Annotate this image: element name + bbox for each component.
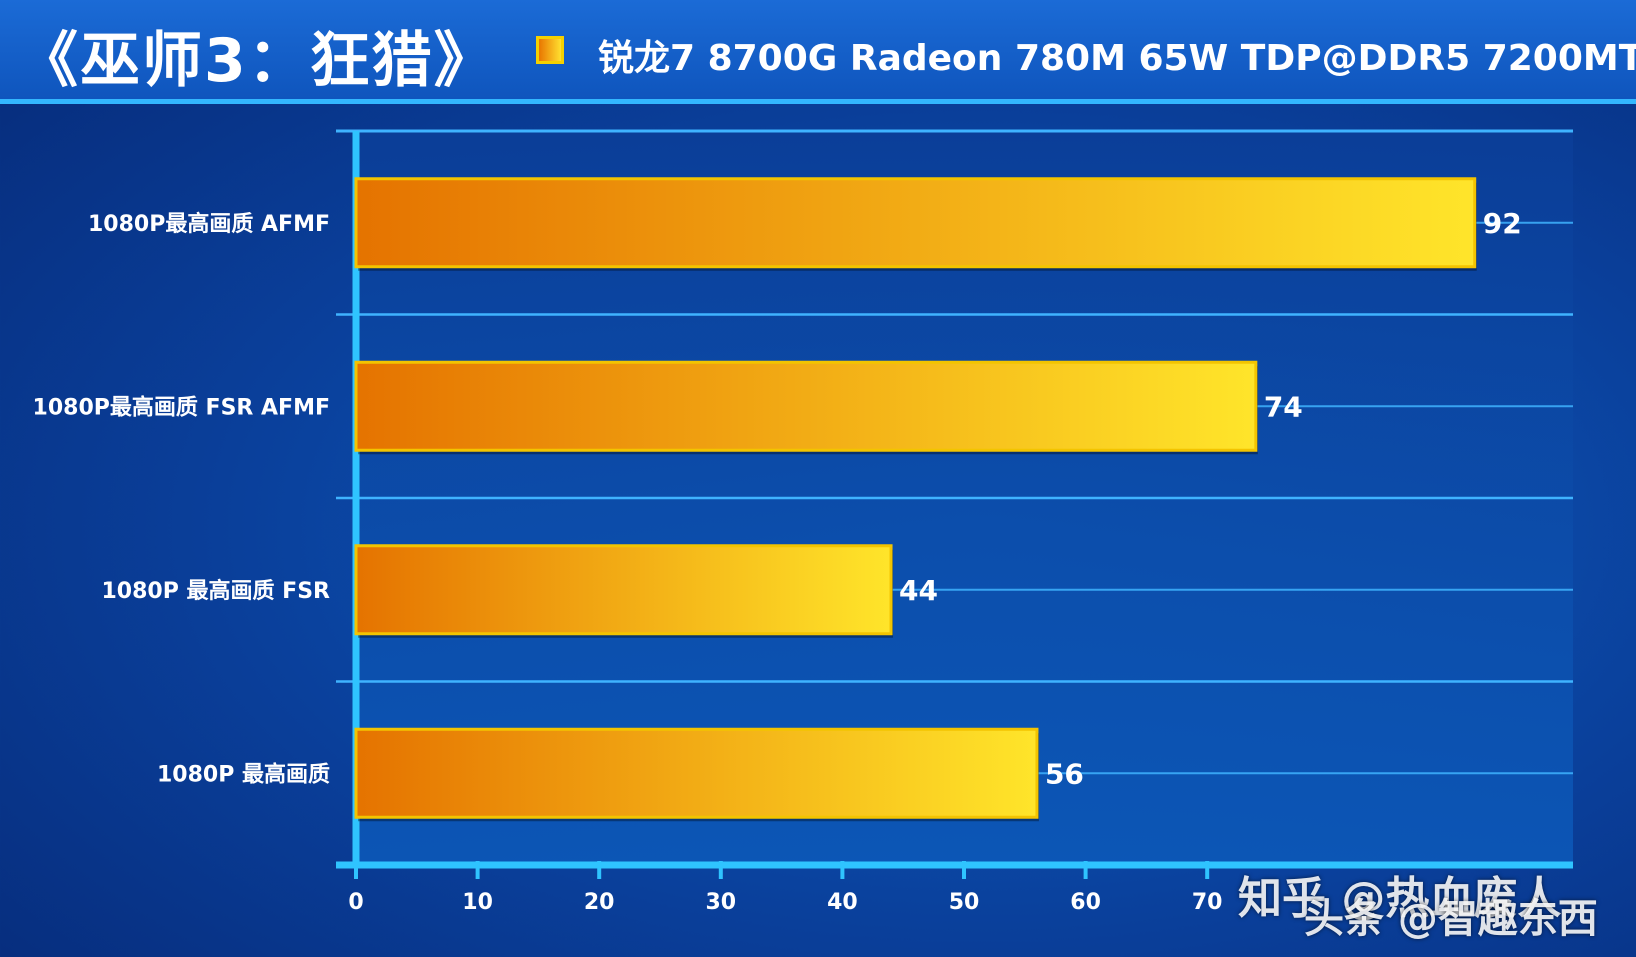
data-label: 44 bbox=[899, 574, 938, 607]
x-tick-label: 30 bbox=[705, 890, 736, 915]
header-bar: 《巫师3：狂猎》 锐龙7 8700G Radeon 780M 65W TDP@D… bbox=[0, 0, 1636, 104]
x-tick-label: 70 bbox=[1192, 890, 1223, 915]
data-label: 92 bbox=[1483, 207, 1522, 240]
chart-title: 《巫师3：狂猎》 bbox=[18, 26, 496, 96]
x-tick-label: 0 bbox=[348, 890, 363, 915]
watermark-zhihu: 知乎 @热血废人 bbox=[1238, 873, 1562, 924]
category-label: 1080P 最高画质 bbox=[157, 761, 330, 787]
x-tick-label: 40 bbox=[827, 890, 858, 915]
x-tick-label: 20 bbox=[584, 890, 615, 915]
bar bbox=[354, 544, 893, 636]
bar bbox=[354, 360, 1258, 452]
legend-label: 锐龙7 8700G Radeon 780M 65W TDP@DDR5 7200M… bbox=[598, 38, 1636, 79]
bar bbox=[354, 177, 1477, 269]
x-tick-label: 50 bbox=[949, 890, 980, 915]
category-label: 1080P最高画质 FSR AFMF bbox=[33, 394, 330, 420]
category-label: 1080P 最高画质 FSR bbox=[102, 578, 331, 604]
legend-swatch-icon bbox=[536, 36, 564, 64]
category-label: 1080P最高画质 AFMF bbox=[88, 211, 330, 237]
data-label: 74 bbox=[1264, 390, 1303, 423]
watermark-toutiao: 头条 @智趣东西 bbox=[1304, 896, 1598, 942]
x-tick-label: 10 bbox=[462, 890, 493, 915]
bar bbox=[354, 727, 1039, 819]
data-label: 56 bbox=[1045, 757, 1084, 790]
x-tick-label: 60 bbox=[1070, 890, 1101, 915]
